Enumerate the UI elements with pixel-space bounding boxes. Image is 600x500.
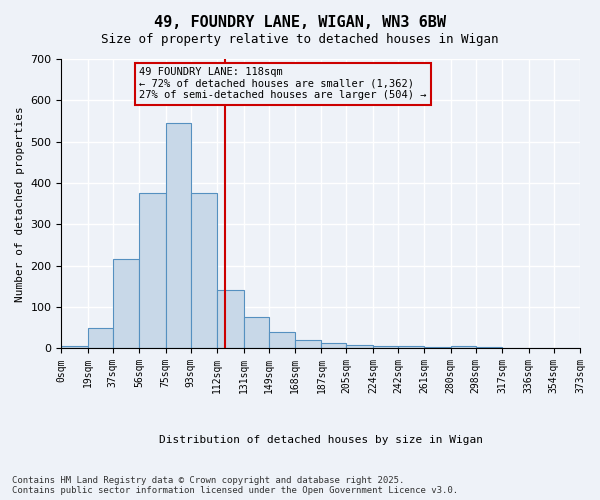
Bar — [322, 344, 346, 348]
Bar — [424, 346, 451, 348]
Bar — [191, 194, 217, 348]
Bar — [139, 194, 166, 348]
Text: 49 FOUNDRY LANE: 118sqm
← 72% of detached houses are smaller (1,362)
27% of semi: 49 FOUNDRY LANE: 118sqm ← 72% of detache… — [139, 68, 427, 100]
Bar — [244, 318, 269, 348]
Bar — [451, 346, 476, 348]
Text: 49, FOUNDRY LANE, WIGAN, WN3 6BW: 49, FOUNDRY LANE, WIGAN, WN3 6BW — [154, 15, 446, 30]
Text: Size of property relative to detached houses in Wigan: Size of property relative to detached ho… — [101, 32, 499, 46]
Bar — [217, 290, 244, 348]
Bar — [398, 346, 424, 348]
Bar — [113, 260, 139, 348]
Bar — [61, 346, 88, 348]
Text: Contains HM Land Registry data © Crown copyright and database right 2025.
Contai: Contains HM Land Registry data © Crown c… — [12, 476, 458, 495]
Bar — [166, 123, 191, 348]
Bar — [346, 345, 373, 348]
Bar — [295, 340, 322, 348]
Bar — [373, 346, 398, 348]
Y-axis label: Number of detached properties: Number of detached properties — [15, 106, 25, 302]
Bar — [476, 347, 502, 348]
Bar — [269, 332, 295, 348]
Bar — [88, 328, 113, 348]
X-axis label: Distribution of detached houses by size in Wigan: Distribution of detached houses by size … — [159, 435, 483, 445]
